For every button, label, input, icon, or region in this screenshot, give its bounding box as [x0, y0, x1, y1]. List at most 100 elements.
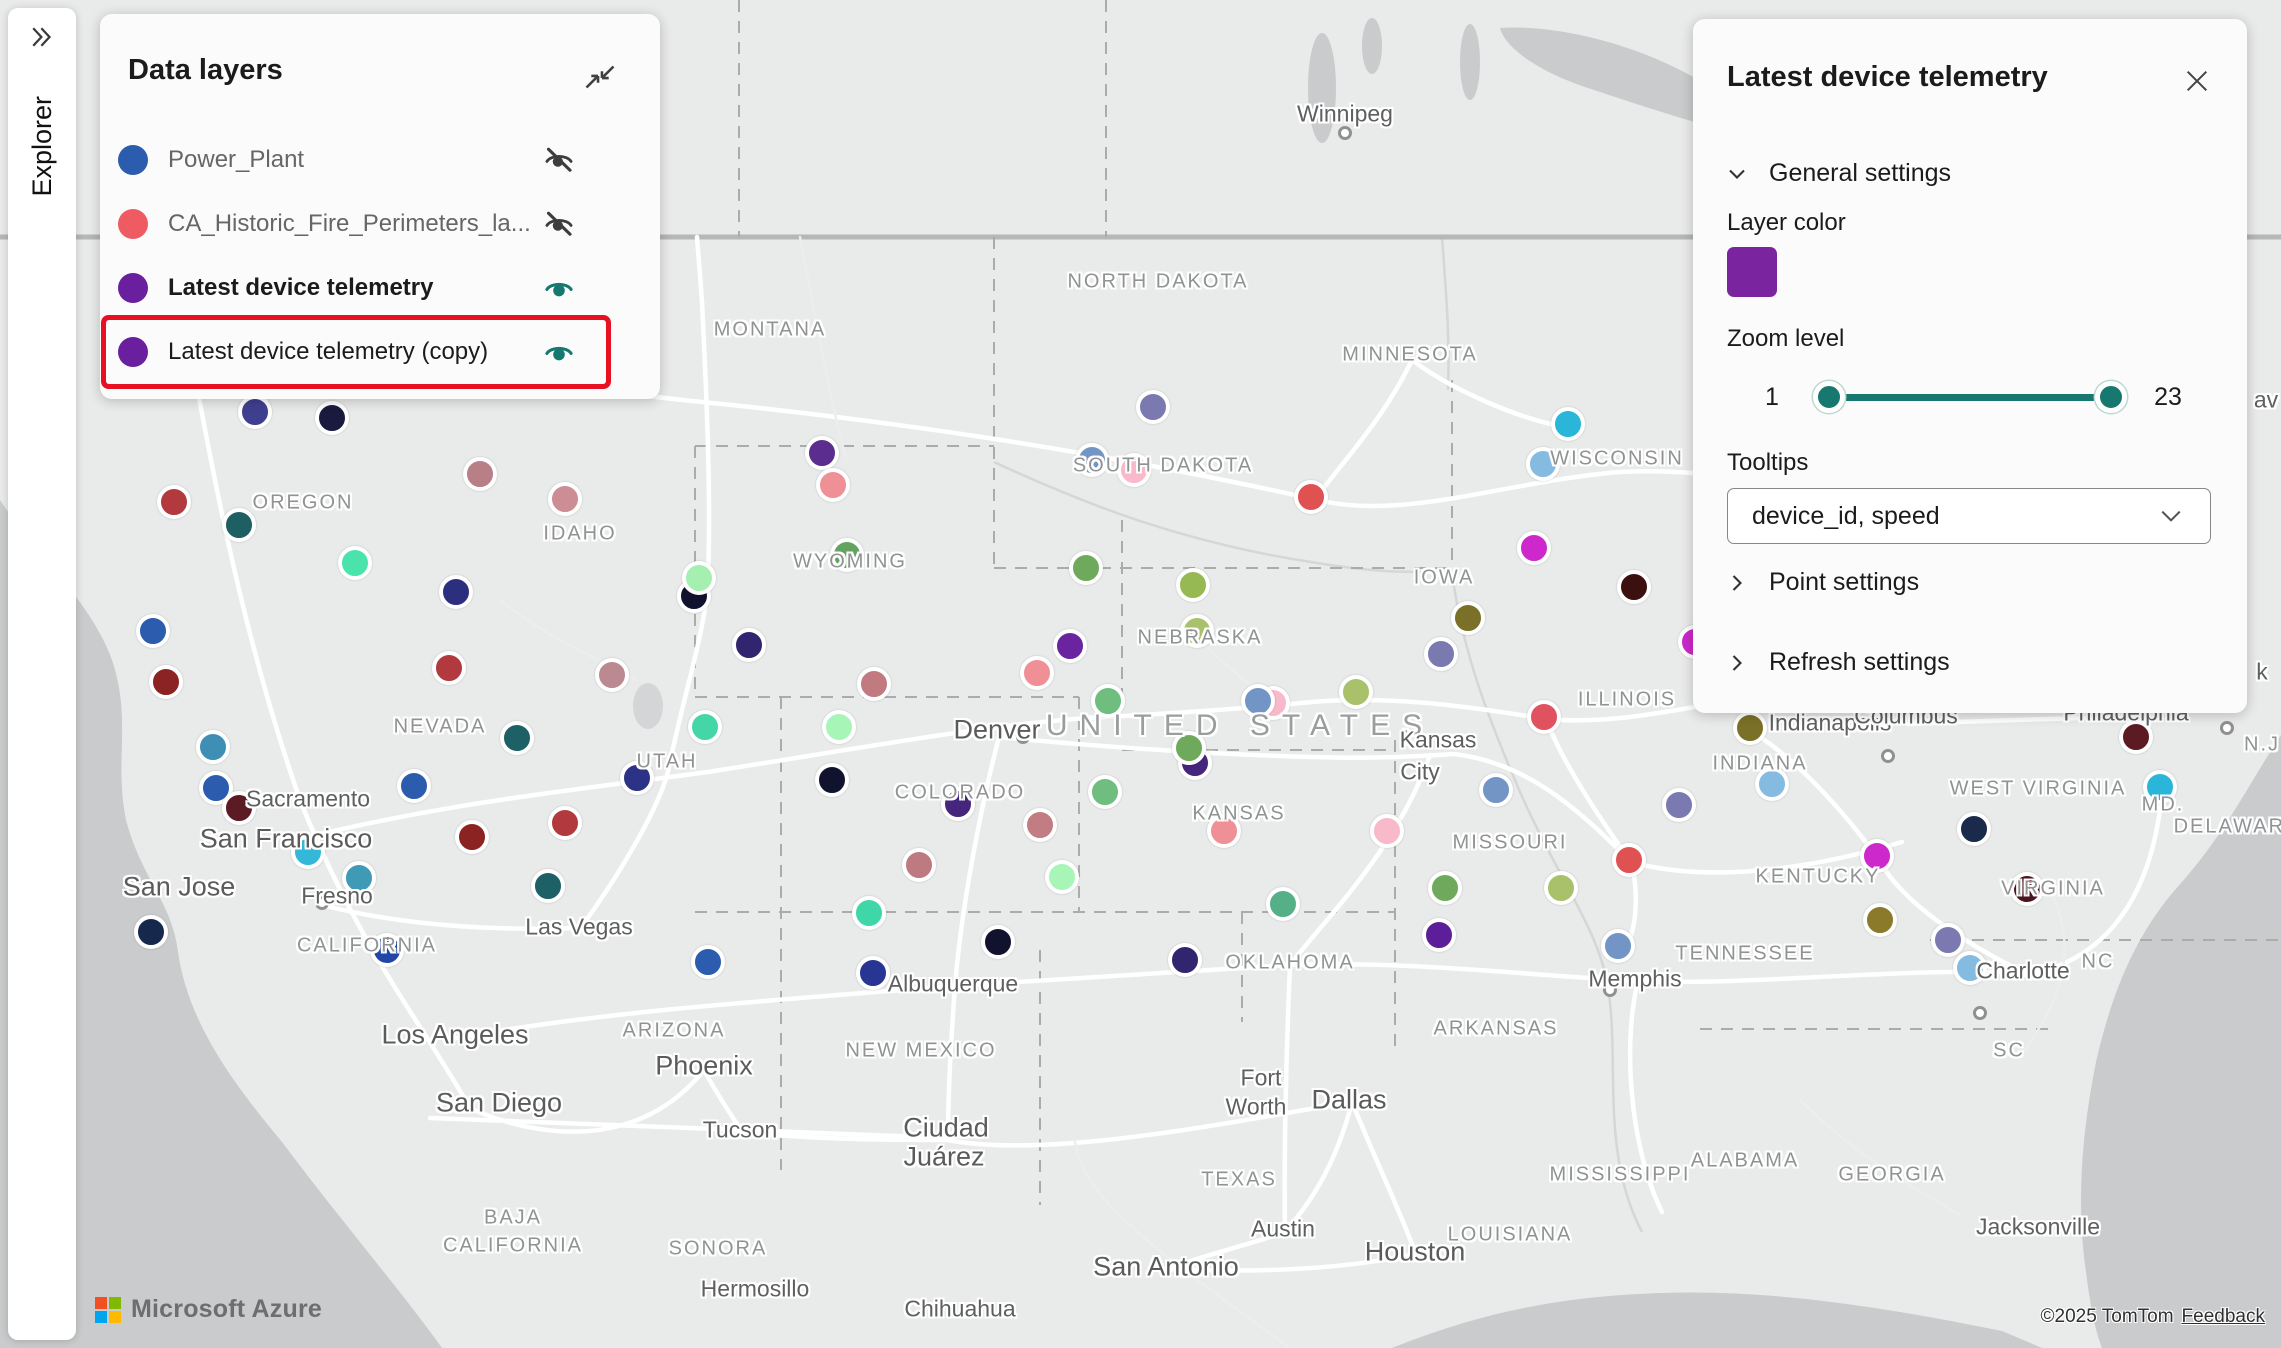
- device-point[interactable]: [238, 395, 272, 429]
- device-point[interactable]: [816, 468, 850, 502]
- device-point[interactable]: [157, 485, 191, 519]
- expand-explorer-icon[interactable]: [27, 22, 57, 52]
- zoom-slider-track[interactable]: [1813, 381, 2127, 413]
- device-point[interactable]: [1424, 637, 1458, 671]
- device-point[interactable]: [1544, 871, 1578, 905]
- device-point[interactable]: [691, 945, 725, 979]
- device-point[interactable]: [1953, 951, 1987, 985]
- device-point[interactable]: [1339, 675, 1373, 709]
- device-point[interactable]: [1662, 788, 1696, 822]
- device-point[interactable]: [732, 628, 766, 662]
- device-point[interactable]: [222, 508, 256, 542]
- device-point[interactable]: [1091, 684, 1125, 718]
- layer-row[interactable]: Latest device telemetry: [106, 256, 606, 320]
- device-point[interactable]: [941, 787, 975, 821]
- collapse-panel-button[interactable]: [582, 58, 620, 96]
- tooltips-dropdown[interactable]: device_id, speed: [1727, 488, 2211, 544]
- device-point[interactable]: [1176, 568, 1210, 602]
- device-point[interactable]: [196, 730, 230, 764]
- device-point[interactable]: [815, 763, 849, 797]
- device-point[interactable]: [1551, 407, 1585, 441]
- visibility-toggle[interactable]: [542, 206, 578, 242]
- device-point[interactable]: [2010, 872, 2044, 906]
- device-point[interactable]: [805, 436, 839, 470]
- device-point[interactable]: [548, 806, 582, 840]
- layer-color-swatch[interactable]: [1727, 247, 1777, 297]
- device-point[interactable]: [1045, 860, 1079, 894]
- device-point[interactable]: [291, 835, 325, 869]
- device-point[interactable]: [1527, 700, 1561, 734]
- device-point[interactable]: [1207, 814, 1241, 848]
- device-point[interactable]: [439, 575, 473, 609]
- section-point-settings[interactable]: Point settings: [1723, 568, 1919, 597]
- device-point[interactable]: [370, 933, 404, 967]
- device-point[interactable]: [1075, 443, 1109, 477]
- device-point[interactable]: [822, 710, 856, 744]
- device-point[interactable]: [1451, 601, 1485, 635]
- device-point[interactable]: [1370, 814, 1404, 848]
- visibility-toggle[interactable]: [542, 142, 578, 178]
- device-point[interactable]: [1088, 775, 1122, 809]
- device-point[interactable]: [455, 820, 489, 854]
- device-point[interactable]: [1172, 731, 1206, 765]
- device-point[interactable]: [1860, 839, 1894, 873]
- device-point[interactable]: [852, 896, 886, 930]
- device-point[interactable]: [1020, 656, 1054, 690]
- device-point[interactable]: [1612, 843, 1646, 877]
- device-point[interactable]: [136, 614, 170, 648]
- device-point[interactable]: [1180, 614, 1214, 648]
- device-point[interactable]: [531, 869, 565, 903]
- device-point[interactable]: [1266, 887, 1300, 921]
- zoom-slider-handle-max[interactable]: [2095, 381, 2127, 413]
- device-point[interactable]: [1526, 447, 1560, 481]
- device-point[interactable]: [338, 546, 372, 580]
- device-point[interactable]: [857, 667, 891, 701]
- device-point[interactable]: [149, 665, 183, 699]
- layer-row[interactable]: Latest device telemetry (copy): [106, 320, 606, 384]
- device-point[interactable]: [1601, 929, 1635, 963]
- device-point[interactable]: [397, 769, 431, 803]
- device-point[interactable]: [1241, 684, 1275, 718]
- device-point[interactable]: [1136, 390, 1170, 424]
- device-point[interactable]: [432, 651, 466, 685]
- device-point[interactable]: [1422, 918, 1456, 952]
- device-point[interactable]: [500, 721, 534, 755]
- device-point[interactable]: [463, 457, 497, 491]
- device-point[interactable]: [1479, 773, 1513, 807]
- device-point[interactable]: [2143, 770, 2177, 804]
- device-point[interactable]: [1117, 453, 1151, 487]
- device-point[interactable]: [1733, 711, 1767, 745]
- device-point[interactable]: [548, 482, 582, 516]
- device-point[interactable]: [1023, 808, 1057, 842]
- device-point[interactable]: [856, 956, 890, 990]
- feedback-link[interactable]: Feedback: [2181, 1306, 2265, 1327]
- device-point[interactable]: [1755, 767, 1789, 801]
- device-point[interactable]: [1863, 903, 1897, 937]
- device-point[interactable]: [1428, 871, 1462, 905]
- close-panel-button[interactable]: [2181, 63, 2217, 99]
- visibility-toggle[interactable]: [542, 270, 578, 306]
- device-point[interactable]: [1931, 923, 1965, 957]
- device-point[interactable]: [1069, 551, 1103, 585]
- device-point[interactable]: [682, 561, 716, 595]
- device-point[interactable]: [1957, 812, 1991, 846]
- device-point[interactable]: [902, 848, 936, 882]
- section-refresh-settings[interactable]: Refresh settings: [1723, 648, 1950, 677]
- device-point[interactable]: [342, 861, 376, 895]
- device-point[interactable]: [1053, 629, 1087, 663]
- layer-row[interactable]: Power_Plant: [106, 128, 606, 192]
- device-point[interactable]: [1294, 480, 1328, 514]
- device-point[interactable]: [1617, 570, 1651, 604]
- device-point[interactable]: [2119, 720, 2153, 754]
- device-point[interactable]: [1517, 531, 1551, 565]
- visibility-toggle[interactable]: [542, 334, 578, 370]
- device-point[interactable]: [222, 791, 256, 825]
- layer-row[interactable]: CA_Historic_Fire_Perimeters_la...: [106, 192, 606, 256]
- device-point[interactable]: [595, 658, 629, 692]
- zoom-slider-handle-min[interactable]: [1813, 381, 1845, 413]
- explorer-collapsed-panel[interactable]: Explorer: [8, 8, 76, 1340]
- section-general-settings[interactable]: General settings: [1723, 159, 1951, 188]
- device-point[interactable]: [1168, 943, 1202, 977]
- device-point[interactable]: [134, 915, 168, 949]
- device-point[interactable]: [315, 401, 349, 435]
